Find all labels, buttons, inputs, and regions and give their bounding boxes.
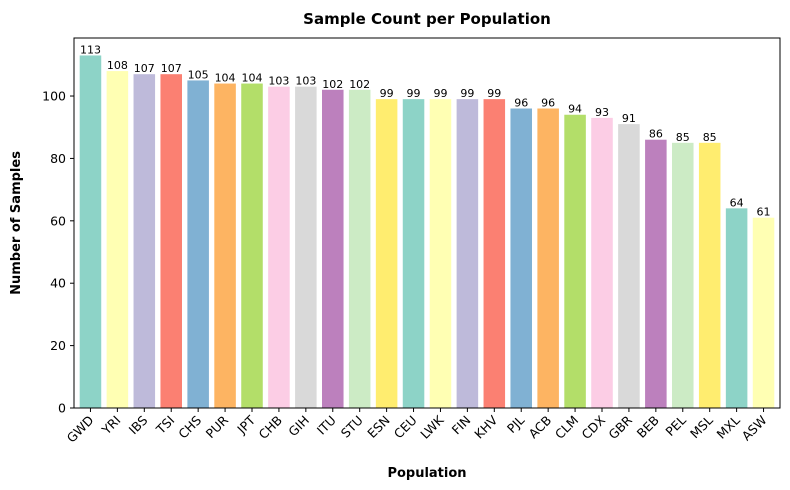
x-tick-label: IBS [126, 412, 151, 437]
x-tick-label: KHV [471, 412, 500, 441]
x-tick-label: STU [338, 413, 366, 441]
x-tick-label: TSI [152, 413, 177, 438]
bar-pur [214, 83, 236, 408]
bar-value-label: 85 [703, 131, 717, 144]
bar-pjl [510, 108, 532, 408]
bar-value-label: 64 [730, 196, 744, 209]
x-tick-label: LWK [417, 412, 447, 442]
bar-tsi [160, 74, 182, 408]
bar-asw [752, 217, 775, 408]
x-tick-label: GBR [605, 412, 635, 442]
x-tick-label: GIH [285, 413, 312, 440]
bar-mxl [725, 208, 748, 408]
y-tick-label: 60 [50, 213, 66, 228]
bar-lwk [429, 99, 452, 408]
bar-value-label: 86 [649, 128, 663, 141]
bar-value-label: 99 [433, 87, 447, 100]
x-tick-label: ASW [739, 413, 770, 444]
bar-khv [483, 99, 506, 408]
bar-value-label: 104 [215, 72, 236, 85]
bar-itu [322, 89, 344, 408]
x-tick-label: ESN [364, 413, 392, 441]
x-axis-label: Population [387, 466, 466, 481]
x-tick-label: CHB [256, 413, 285, 442]
bar-msl [698, 142, 721, 408]
bar-value-label: 102 [322, 78, 343, 91]
bars-group [79, 55, 775, 409]
chart-title: Sample Count per Population [303, 10, 551, 28]
bar-value-label: 103 [268, 75, 289, 88]
bar-value-label: 103 [295, 75, 316, 88]
y-axis-label: Number of Samples [9, 151, 24, 295]
x-tick-label: PUR [203, 412, 232, 441]
x-tick-label: CLM [552, 413, 581, 442]
bar-acb [537, 108, 559, 408]
bar-fin [456, 99, 479, 408]
y-axis: 0 20 40 60 80 100 [42, 89, 74, 416]
bar-gwd [79, 55, 102, 408]
x-tick-label: MSL [687, 412, 716, 441]
bar-gbr [618, 124, 640, 408]
bar-cdx [591, 117, 613, 409]
bar-ceu [402, 99, 425, 408]
bar-value-label: 93 [595, 106, 609, 119]
bar-value-label: 99 [487, 87, 501, 100]
x-tick-label: CHS [175, 412, 204, 441]
bar-clm [564, 114, 586, 408]
x-tick-label: BEB [634, 413, 662, 441]
bar-esn [375, 99, 398, 408]
x-tick-label: FIN [449, 413, 474, 438]
bar-value-label: 107 [134, 62, 155, 75]
bar-value-label: 105 [188, 68, 209, 81]
y-tick-label: 80 [50, 151, 66, 166]
x-tick-label: ACB [526, 413, 555, 442]
x-tick-label: PJL [504, 412, 527, 435]
bar-value-label: 104 [242, 72, 263, 85]
bar-value-label: 107 [161, 62, 182, 75]
x-tick-label: CEU [391, 413, 420, 442]
bar-value-label: 85 [676, 131, 690, 144]
x-tick-label: ITU [314, 413, 339, 438]
bar-value-label: 94 [568, 103, 582, 116]
bar-value-label: 96 [541, 97, 555, 110]
bar-gih [295, 86, 317, 409]
x-tick-label: MXL [714, 412, 743, 441]
y-tick-label: 20 [50, 338, 66, 353]
x-tick-label: PEL [662, 412, 688, 438]
bar-jpt [241, 83, 263, 408]
bar-beb [645, 139, 667, 409]
bar-value-label: 96 [514, 97, 528, 110]
bar-pel [672, 142, 694, 408]
bar-stu [348, 89, 371, 408]
bar-value-label: 99 [460, 87, 474, 100]
bar-value-label: 99 [380, 87, 394, 100]
bar-value-label: 113 [80, 43, 101, 56]
x-tick-label: JPT [233, 412, 258, 437]
bar-value-label: 108 [107, 59, 128, 72]
y-tick-label: 40 [50, 276, 66, 291]
x-tick-label: CDX [578, 412, 608, 442]
plot-frame [73, 37, 781, 409]
x-tick-label: GWD [64, 413, 97, 446]
bar-labels-group: 113 108 107 107 105 104 104 103 103 102 102 99 99 99 9… [80, 43, 771, 218]
y-tick-label: 100 [42, 89, 66, 104]
bar-value-label: 99 [407, 87, 421, 100]
x-tick-label: YRI [98, 413, 123, 438]
bar-value-label: 61 [757, 206, 771, 219]
bar-value-label: 91 [622, 112, 636, 125]
bar-chb [268, 86, 290, 409]
bar-yri [106, 71, 129, 408]
bar-chs [187, 80, 209, 408]
bar-ibs [133, 74, 156, 408]
bar-value-label: 102 [349, 78, 370, 91]
y-tick-label: 0 [58, 401, 66, 416]
